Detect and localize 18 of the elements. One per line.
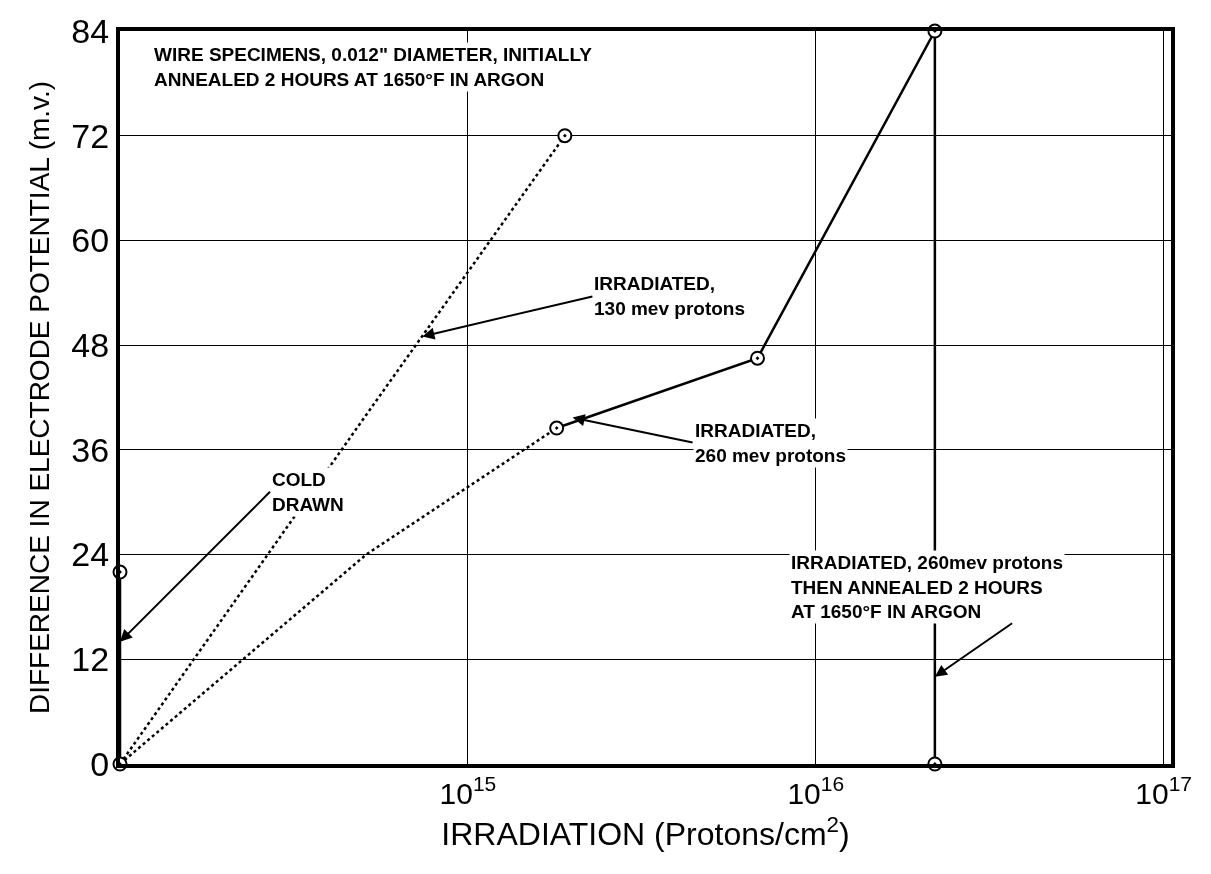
x-tick-label: 10$^{17}$	[1135, 772, 1192, 810]
y-tick-label: 12	[71, 640, 110, 679]
annotation: COLD DRAWN	[272, 469, 344, 515]
x-axis-title: IRRADIATION (Protons/cm$^{2}$)	[441, 811, 850, 853]
x-tick-label: 10$^{15}$	[439, 772, 497, 810]
annotation: IRRADIATED, 130 mev protons	[594, 273, 745, 319]
y-tick-label: 24	[71, 535, 110, 574]
y-tick-label: 0	[90, 744, 110, 783]
annotation: WIRE SPECIMENS, 0.012" DIAMETER, INITIALLY ANNEALED 2 HOURS AT 1650°F IN ARGON	[154, 44, 593, 90]
x-tick-label: 10$^{16}$	[787, 772, 845, 810]
y-tick-label: 72	[71, 116, 110, 155]
y-tick-label: 36	[71, 430, 110, 469]
y-tick-label: 48	[71, 326, 110, 365]
annotation: IRRADIATED, 260 mev protons	[695, 420, 846, 466]
annotation: IRRADIATED, 260mev protons THEN ANNEALED 2 HOURS AT 1650°F IN ARGON	[791, 552, 1064, 623]
y-axis-title: DIFFERENCE IN ELECTRODE POTENTIAL (m.v.)	[23, 80, 55, 715]
y-tick-label: 60	[71, 221, 110, 260]
y-tick-label: 84	[71, 11, 110, 50]
